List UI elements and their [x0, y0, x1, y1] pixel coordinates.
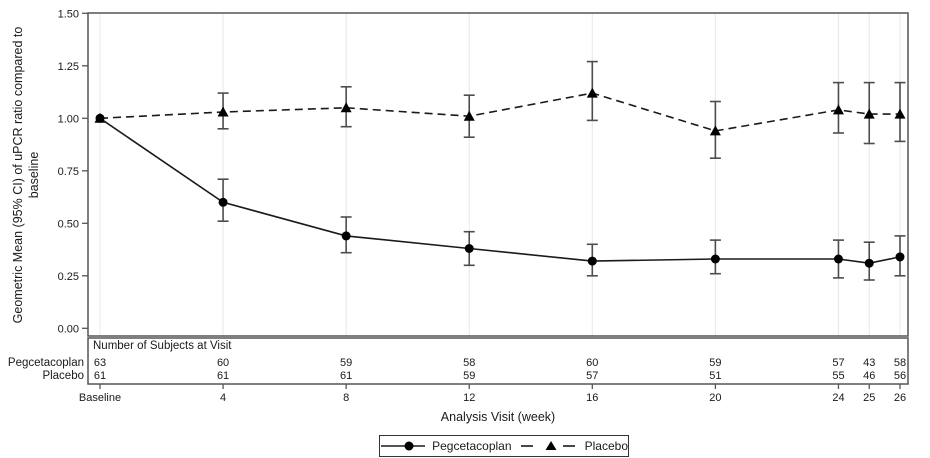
subjects-count: 61 [94, 370, 106, 382]
x-tick-label: 16 [586, 392, 598, 404]
subjects-count: 57 [586, 370, 598, 382]
x-tick-label: 8 [343, 392, 349, 404]
x-tick-label: Baseline [79, 392, 121, 404]
legend-placebo-label: Placebo [584, 439, 628, 453]
marker-triangle-placebo [894, 108, 906, 119]
marker-triangle-placebo [463, 110, 475, 121]
marker-circle-pegcetacoplan [587, 256, 597, 266]
series-line-pegcetacoplan [99, 117, 901, 265]
x-tick-label: 4 [220, 392, 226, 404]
legend-pegcetacoplan-marker [381, 441, 426, 451]
subjects-count: 61 [340, 370, 352, 382]
subjects-count: 57 [832, 357, 844, 369]
marker-circle-pegcetacoplan [710, 254, 720, 264]
subjects-count: 55 [832, 370, 844, 382]
subjects-count: 60 [586, 357, 598, 369]
y-tick-label: 0.00 [58, 323, 79, 335]
marker-triangle-placebo [586, 87, 598, 98]
subjects-count: 58 [894, 357, 906, 369]
marker-triangle-placebo [832, 104, 844, 115]
marker-triangle-placebo [340, 102, 352, 113]
x-tick-label: 26 [894, 392, 906, 404]
y-tick-label: 0.50 [58, 218, 79, 230]
subjects-count: 60 [217, 357, 229, 369]
y-axis-title-line2: baseline [27, 151, 41, 199]
series-line-placebo [99, 92, 900, 132]
subjects-count: 43 [863, 357, 875, 369]
legend: Pegcetacoplan Placebo [379, 435, 629, 457]
y-tick-label: 0.75 [58, 166, 79, 178]
x-axis-title: Analysis Visit (week) [440, 410, 556, 424]
subjects-count: 56 [894, 370, 906, 382]
marker-circle-pegcetacoplan [95, 113, 105, 123]
x-tick-label: 20 [709, 392, 721, 404]
subjects-table-box [87, 337, 909, 385]
plot-frame [87, 12, 909, 337]
x-tick-label: 25 [863, 392, 875, 404]
marker-circle-pegcetacoplan [895, 252, 905, 262]
marker-circle-pegcetacoplan [864, 258, 874, 268]
subjects-count: 59 [340, 357, 352, 369]
y-axis-title-line1: Geometric Mean (95% CI) of uPCR ratio co… [11, 26, 25, 324]
legend-placebo-marker [520, 441, 575, 450]
marker-circle-pegcetacoplan [218, 197, 228, 207]
y-tick-label: 0.25 [58, 271, 79, 283]
x-tick-label: 24 [832, 392, 844, 404]
subjects-count: 46 [863, 370, 875, 382]
y-axis-title: Geometric Mean (95% CI) of uPCR ratio co… [10, 0, 44, 355]
subjects-count: 59 [709, 357, 721, 369]
subjects-count: 63 [94, 357, 106, 369]
subjects-count: 51 [709, 370, 721, 382]
marker-circle-pegcetacoplan [464, 244, 474, 253]
subjects-row-label-pegcetacoplan: Pegcetacoplan [7, 357, 84, 369]
subjects-count: 61 [217, 370, 229, 382]
marker-triangle-placebo [217, 106, 229, 117]
subjects-count: 58 [463, 357, 475, 369]
y-tick-label: 1.50 [58, 8, 79, 20]
subjects-count: 59 [463, 370, 475, 382]
legend-pegcetacoplan-label: Pegcetacoplan [432, 439, 512, 453]
marker-triangle-placebo [709, 125, 721, 136]
marker-triangle-placebo [863, 108, 875, 119]
y-tick-label: 1.25 [58, 61, 79, 73]
marker-circle-pegcetacoplan [341, 231, 351, 241]
y-tick-label: 1.00 [58, 113, 79, 125]
subjects-row-label-placebo: Placebo [42, 370, 84, 382]
subjects-table-header: Number of Subjects at Visit [93, 340, 232, 352]
x-tick-label: 12 [463, 392, 475, 404]
marker-circle-pegcetacoplan [833, 254, 843, 264]
